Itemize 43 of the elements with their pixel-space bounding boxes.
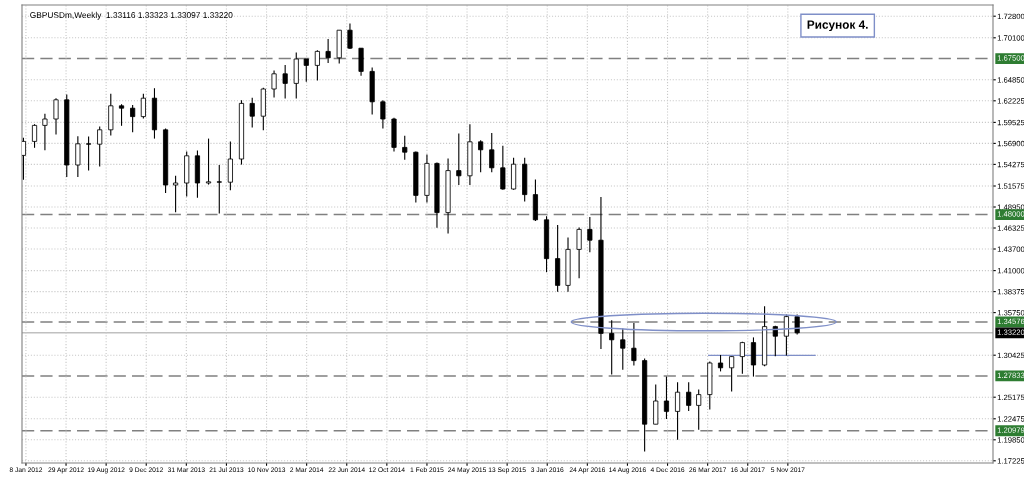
candlestick: [696, 388, 702, 431]
candlestick: [729, 355, 735, 392]
candlestick: [456, 132, 462, 186]
candlestick: [173, 175, 179, 213]
candlestick: [663, 376, 670, 420]
candlestick: [576, 226, 582, 279]
candlestick: [130, 104, 136, 133]
candlestick: [489, 132, 495, 173]
candlestick: [53, 97, 59, 136]
candlestick: [31, 123, 38, 149]
candlestick: [249, 97, 255, 128]
candlestick: [686, 381, 692, 412]
candlestick: [587, 216, 593, 253]
candlestick: [675, 381, 681, 441]
candlestick: [325, 38, 331, 64]
candlestick: [402, 135, 408, 161]
candlestick: [653, 384, 659, 425]
candlestick: [140, 93, 146, 120]
candlestick: [22, 137, 26, 181]
candlestick: [205, 138, 212, 186]
candlestick: [216, 164, 222, 214]
candlestick: [75, 135, 81, 178]
candlestick: [620, 328, 626, 371]
candlestick: [271, 70, 277, 98]
candlestick: [314, 49, 320, 82]
candlestick: [380, 99, 386, 130]
candlestick: [631, 322, 637, 366]
candlestick: [750, 336, 757, 378]
candlestick: [358, 47, 364, 77]
text: GBPUSDm,Weekly 1.33116 1.33323 1.33097 1.33220: [30, 11, 233, 20]
candlestick: [227, 140, 233, 191]
candlestick: [97, 126, 103, 168]
candlestick: [303, 58, 309, 83]
candlestick: [347, 22, 353, 50]
annotation: Рисунок 4.: [807, 20, 868, 32]
candlestick: [118, 103, 125, 127]
candlestick: [282, 64, 288, 100]
candlestick: [739, 341, 745, 375]
candlestick: [86, 136, 92, 172]
candlestick: [478, 139, 484, 173]
candlestick: [609, 319, 615, 376]
candlestick: [500, 145, 506, 191]
candlestick: [42, 113, 48, 151]
